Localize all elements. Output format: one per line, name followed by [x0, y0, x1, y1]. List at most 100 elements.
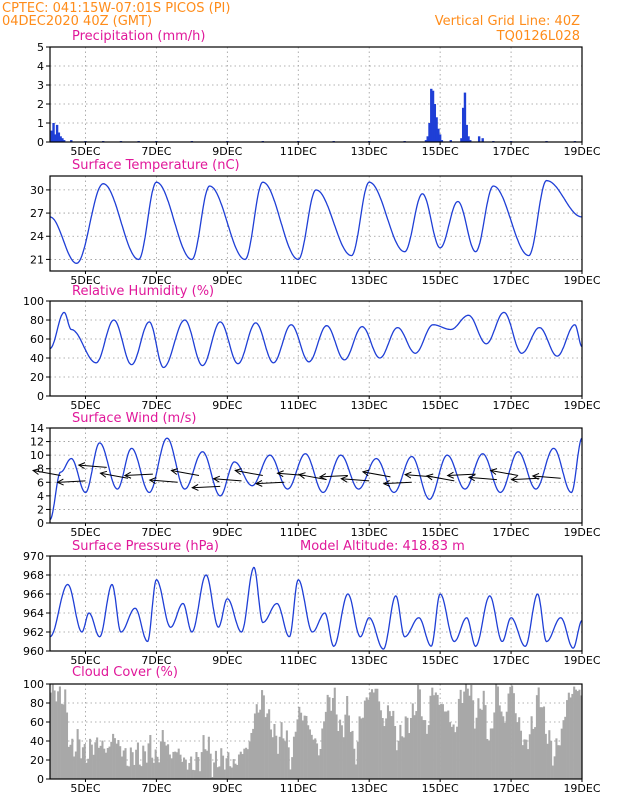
- wind-arrow-head: [510, 475, 518, 483]
- precip-bar: [52, 123, 55, 142]
- cloud-bar: [112, 733, 115, 779]
- cloud-bar: [436, 694, 439, 779]
- rh-panel: Relative Humidity (%) 0 20 40 60 80 100 5DEC 7DE…: [23, 284, 601, 412]
- cloud-bar: [578, 689, 581, 779]
- precip-bar: [463, 92, 467, 142]
- temp-xtick-label: 19DEC: [563, 274, 600, 287]
- cloud-bar: [268, 709, 271, 779]
- wind-arrow-head: [297, 472, 306, 479]
- cloud-bar: [530, 716, 533, 779]
- cloud-bar: [333, 687, 336, 779]
- cloud-bar: [473, 728, 476, 779]
- cloud-bar: [291, 757, 294, 779]
- precip-bar: [55, 124, 59, 142]
- cloud-bar: [521, 745, 524, 779]
- cloud-bar: [213, 762, 216, 779]
- cloud-bar: [172, 751, 175, 779]
- precip-xtick-label: 11DEC: [280, 145, 317, 158]
- cloud-xtick-label: 9DEC: [212, 782, 242, 795]
- cloud-bar: [81, 747, 84, 779]
- cloud-bar: [115, 743, 118, 779]
- cloud-bar: [378, 701, 381, 779]
- cloud-bar: [58, 686, 61, 779]
- cloud-bar: [181, 761, 184, 779]
- cloud-bar: [500, 711, 503, 779]
- precip-ytick-label: 2: [37, 98, 44, 111]
- cloud-bar: [67, 746, 70, 779]
- cloud-bar: [253, 713, 257, 779]
- cloud-bar: [211, 777, 214, 779]
- cloud-bar: [179, 754, 182, 779]
- temp-panel: Surface Temperature (nC) 21 24 27 30 5DEC 7DEC…: [30, 158, 601, 287]
- cloud-bar: [108, 746, 111, 779]
- cloud-bar: [259, 709, 262, 779]
- precip-xtick-label: 15DEC: [422, 145, 459, 158]
- cloud-bar: [202, 735, 205, 779]
- cloud-bar: [90, 744, 93, 779]
- cloud-bar: [83, 744, 86, 779]
- wind-arrow-head: [276, 470, 284, 478]
- cloud-bar: [276, 753, 280, 779]
- precip-bar: [437, 128, 440, 142]
- cloud-bar: [167, 744, 170, 779]
- cloud-bar: [305, 715, 308, 779]
- cloud-ytick-label: 40: [30, 735, 44, 748]
- cloud-bar: [225, 758, 228, 779]
- wind-arrow: [192, 485, 221, 489]
- cloud-bar: [197, 756, 200, 779]
- cloud-bar: [101, 740, 104, 779]
- cloud-bar: [158, 762, 161, 779]
- cloud-bar: [87, 758, 90, 779]
- cloud-bar: [479, 708, 482, 779]
- cloud-bar: [94, 742, 97, 779]
- cloud-bar: [411, 703, 414, 779]
- temp-ytick-label: 21: [30, 253, 44, 266]
- cloud-bar: [282, 738, 285, 779]
- cloud-bar: [434, 692, 437, 779]
- cloud-bar: [239, 751, 242, 779]
- cloud-bar: [342, 737, 345, 779]
- cloud-bar: [408, 733, 411, 779]
- cloud-bar: [142, 745, 145, 779]
- temp-xtick-label: 5DEC: [70, 274, 100, 287]
- cloud-bar: [275, 735, 278, 779]
- rh-title: Relative Humidity (%): [72, 284, 214, 299]
- cloud-bar: [195, 752, 198, 779]
- cloud-bar: [122, 750, 125, 779]
- wind-xtick-label: 19DEC: [563, 526, 600, 539]
- rh-xtick-label: 17DEC: [493, 399, 530, 412]
- cloud-bar: [548, 730, 551, 779]
- cloud-bar: [50, 692, 53, 779]
- cloud-bar: [440, 703, 443, 779]
- cloud-bar: [564, 716, 567, 779]
- cloud-bar: [284, 741, 287, 779]
- wind-arrow-head: [56, 478, 64, 486]
- cloud-ytick-label: 60: [30, 716, 44, 729]
- precip-xtick-label: 5DEC: [70, 145, 100, 158]
- precip-bar: [424, 140, 428, 142]
- cloud-bar: [374, 688, 377, 779]
- cloud-bar: [394, 726, 397, 779]
- cloud-bar: [149, 734, 152, 779]
- cloud-bar: [496, 686, 499, 779]
- cloud-bar: [92, 754, 95, 779]
- wind-arrow: [319, 475, 348, 478]
- rh-xtick-label: 9DEC: [212, 399, 242, 412]
- cloud-bar: [503, 722, 507, 779]
- cloud-bar: [544, 733, 547, 779]
- cloud-bar: [280, 722, 283, 779]
- cloud-panel: Cloud Cover (%) 0 20 40 60 80 100 5DEC 7DEC 9DEC 1…: [23, 665, 601, 795]
- cloud-bar: [433, 695, 436, 779]
- wind-arrow-head: [425, 473, 434, 481]
- cloud-bar: [409, 717, 413, 779]
- precip-bar: [469, 140, 472, 142]
- wind-arrow-head: [404, 471, 412, 479]
- cloud-bar: [484, 705, 487, 779]
- cloud-bar: [346, 695, 349, 779]
- cloud-bar: [120, 756, 124, 779]
- wind-arrow: [511, 477, 540, 481]
- cloud-bar: [370, 689, 374, 779]
- cloud-bar: [170, 758, 173, 779]
- pres-xtick-label: 13DEC: [351, 654, 388, 667]
- temp-xtick-label: 13DEC: [351, 274, 388, 287]
